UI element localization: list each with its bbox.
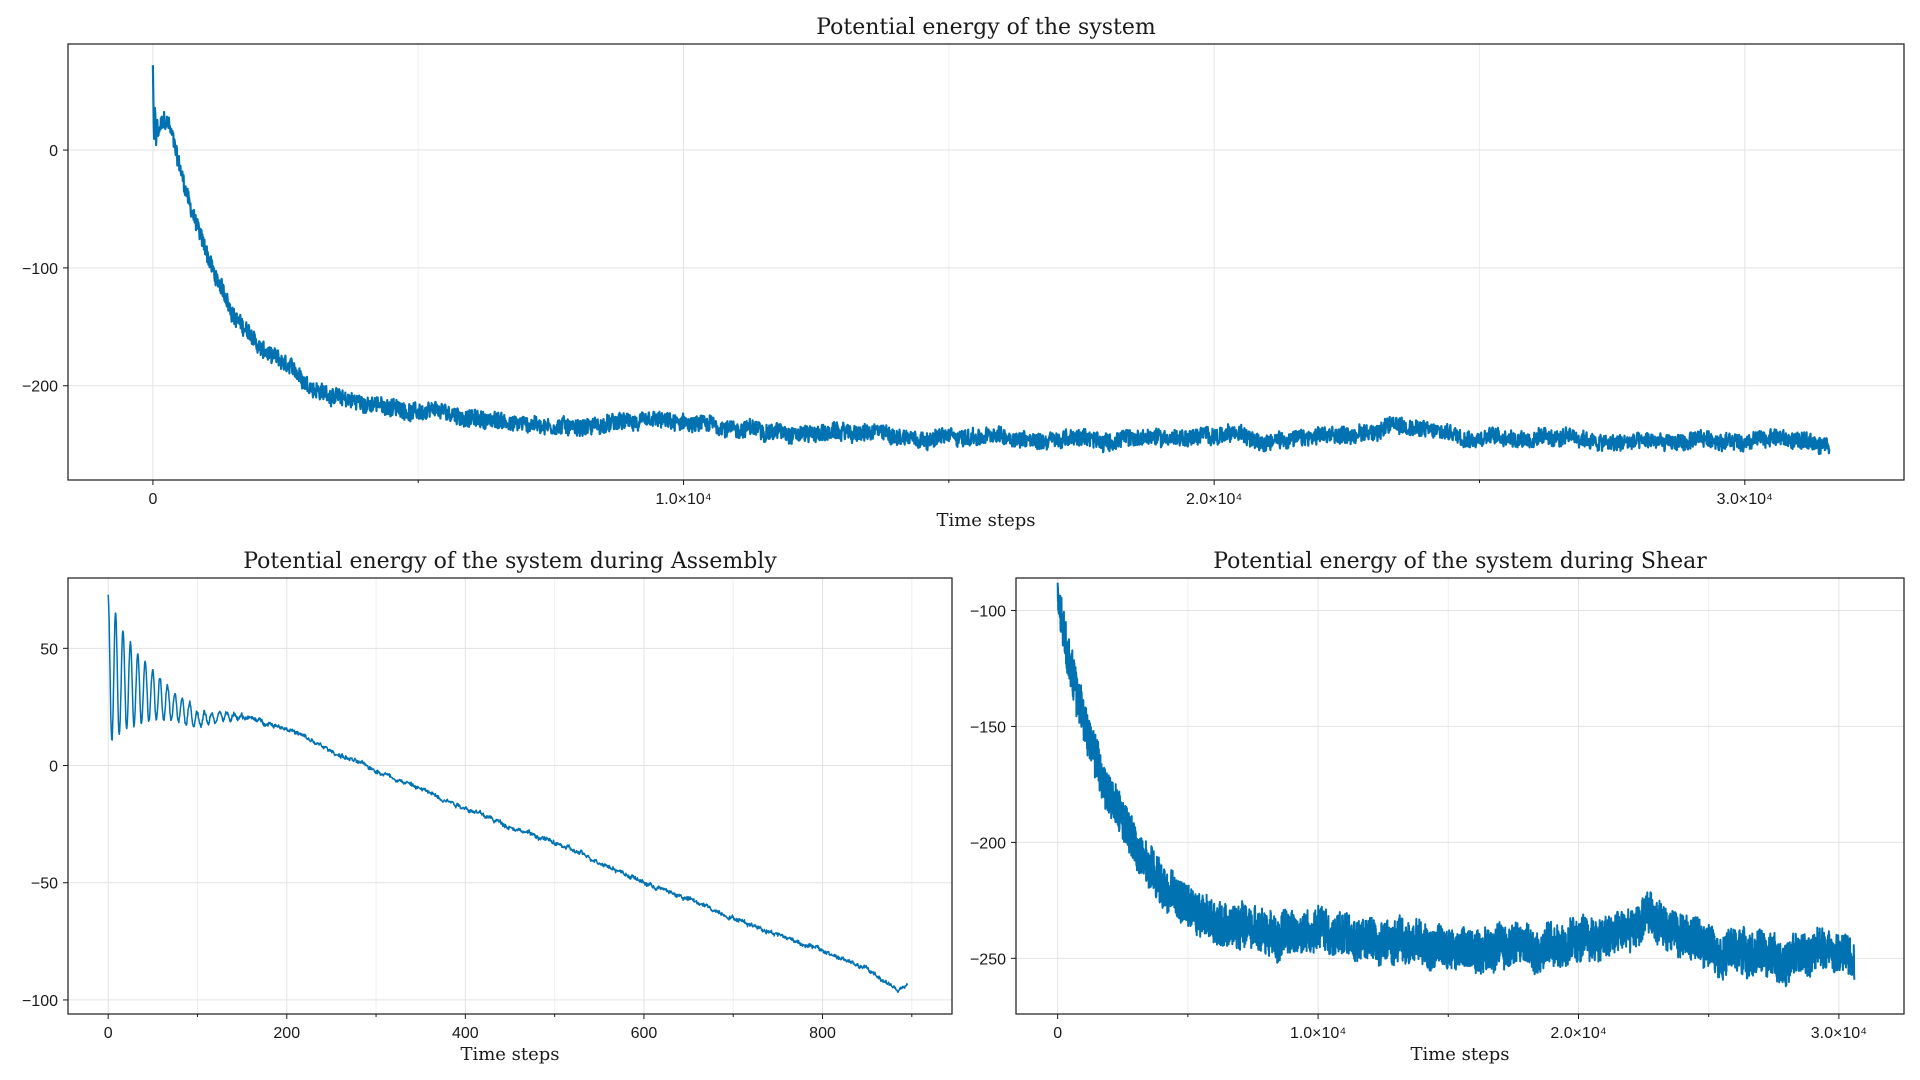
x-tick-label: 3.0×10⁴ — [1717, 491, 1773, 508]
x-tick-label: 3.0×10⁴ — [1811, 1025, 1867, 1042]
y-tick-label: −150 — [970, 719, 1006, 736]
chart-title: Potential energy of the system during As… — [243, 549, 777, 574]
x-tick-label: 0 — [104, 1025, 113, 1042]
chart-title: Potential energy of the system during Sh… — [1213, 549, 1707, 574]
y-tick-label: 0 — [49, 143, 58, 160]
series-line — [107, 594, 909, 993]
y-tick-label: 50 — [40, 641, 58, 658]
x-tick-label: 400 — [452, 1025, 479, 1042]
x-tick-label: 0 — [1053, 1025, 1062, 1042]
panel-assembly: 0 200 400 600 800 50 0 −50 −100 Potential energ… — [22, 549, 953, 1065]
y-tick-label: −200 — [970, 835, 1006, 852]
y-tick-label: −100 — [22, 993, 58, 1010]
y-tick-label: −50 — [31, 876, 58, 893]
y-tick-label: −100 — [22, 261, 58, 278]
x-tick-label: 2.0×10⁴ — [1186, 491, 1242, 508]
y-tick-label: −250 — [970, 951, 1006, 968]
x-axis-label: Time steps — [936, 510, 1035, 531]
y-tick-label: 0 — [49, 759, 58, 776]
x-tick-label: 200 — [273, 1025, 300, 1042]
x-tick-label: 800 — [809, 1025, 836, 1042]
plot-frame — [67, 577, 953, 1015]
series-line — [1056, 582, 1856, 988]
plot-frame — [1015, 577, 1905, 1015]
panel-full-run: 0 1.0×10⁴ 2.0×10⁴ 3.0×10⁴ 0 −100 −200 Potenti… — [22, 15, 1905, 531]
y-tick-label: −200 — [22, 379, 58, 396]
x-axis-label: Time steps — [1410, 1044, 1509, 1065]
x-tick-label: 1.0×10⁴ — [1290, 1025, 1346, 1042]
x-tick-label: 2.0×10⁴ — [1550, 1025, 1606, 1042]
x-axis-label: Time steps — [460, 1044, 559, 1065]
y-tick-label: −100 — [970, 603, 1006, 620]
series-line — [151, 65, 1831, 456]
chart-title: Potential energy of the system — [816, 15, 1156, 40]
x-tick-label: 1.0×10⁴ — [655, 491, 711, 508]
x-tick-label: 600 — [631, 1025, 658, 1042]
plot-frame — [67, 43, 1905, 481]
panel-shear: 0 1.0×10⁴ 2.0×10⁴ 3.0×10⁴ −100−150−200−250 … — [970, 549, 1905, 1065]
x-tick-label: 0 — [148, 491, 157, 508]
